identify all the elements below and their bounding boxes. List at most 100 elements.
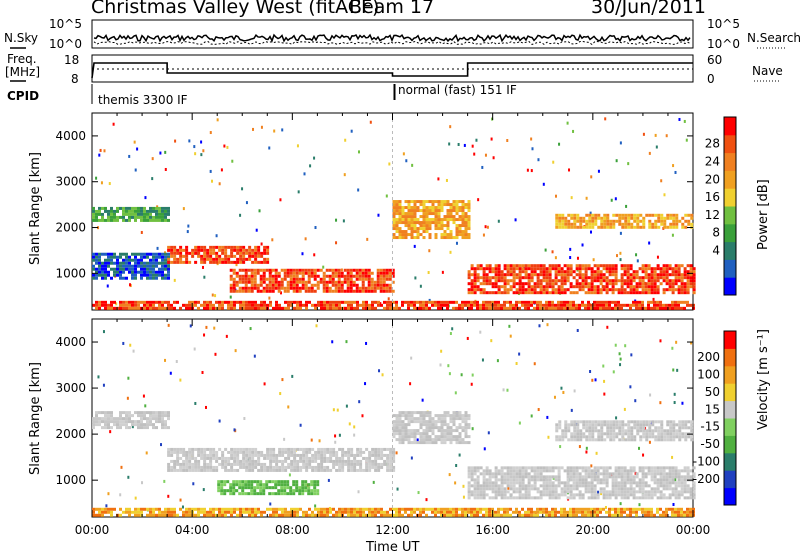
velocity-cell [218,508,221,511]
power-cell [425,304,428,307]
velocity-cell [531,496,534,499]
velocity-cell [552,466,555,469]
velocity-cell [311,511,314,514]
velocity-cell [179,448,182,451]
power-cell [539,307,542,310]
power-cell [599,304,602,307]
power-cell [122,253,125,256]
velocity-cell [242,457,245,460]
power-cell [173,252,176,255]
velocity-cell [262,489,265,492]
velocity-cell [176,514,179,517]
velocity-speckle [547,323,549,326]
power-cell [438,227,441,230]
velocity-speckle [373,481,375,484]
power-cell [564,279,567,282]
velocity-cell [320,448,323,451]
power-cell [435,218,438,221]
velocity-cell [477,493,480,496]
velocity-cell [326,457,329,460]
power-cell [555,276,558,279]
power-cell [167,258,170,261]
velocity-cell [402,429,405,432]
power-cell [431,304,434,307]
power-cell [92,277,95,280]
velocity-cell [307,489,310,492]
velocity-cell [335,469,338,472]
power-cell [528,264,531,267]
power-cell [585,223,588,226]
power-cell [266,284,269,287]
velocity-cell [441,438,444,441]
velocity-cell [507,484,510,487]
power-speckle [151,177,153,180]
velocity-cell [680,508,683,511]
power-cell [393,224,396,227]
power-speckle [187,225,189,228]
power-cell [167,207,170,210]
velocity-cell [302,460,305,463]
power-cell [470,304,473,307]
power-cell [479,307,482,310]
velocity-cell [221,466,224,469]
power-cell [236,258,239,261]
power-cell [152,216,155,219]
power-cell [545,301,548,304]
power-cell [405,236,408,239]
power-colorbar-segment [724,259,736,277]
power-cell [509,307,512,310]
power-speckle [357,188,359,191]
power-cell [426,230,429,233]
velocity-cell [149,417,152,420]
power-cell [507,264,510,267]
power-cell [122,307,125,310]
velocity-cell [458,508,461,511]
power-cell [326,284,329,287]
power-cell [314,269,317,272]
velocity-speckle [107,492,109,495]
power-cell [432,209,435,212]
velocity-cell [185,451,188,454]
power-cell [212,304,215,307]
velocity-cell [474,493,477,496]
power-cell [585,273,588,276]
velocity-cell [669,472,672,475]
power-cell [95,210,98,213]
velocity-cell [516,472,519,475]
power-cell [414,203,417,206]
velocity-cell [314,460,317,463]
power-cell [600,220,603,223]
velocity-cell [455,514,458,517]
power-cell [633,291,636,294]
power-speckle [343,219,345,222]
power-cell [633,276,636,279]
power-speckle [281,128,283,131]
velocity-cell [185,463,188,466]
velocity-cell [456,438,459,441]
velocity-cell [146,411,149,414]
power-cell [158,207,161,210]
velocity-cell [660,472,663,475]
velocity-cell [573,496,576,499]
power-cell [684,282,687,285]
power-cell [242,249,245,252]
velocity-cell [554,514,557,517]
velocity-cell [356,511,359,514]
velocity-cell [161,411,164,414]
velocity-cell [389,469,392,472]
velocity-cell [534,466,537,469]
velocity-cell [251,448,254,451]
velocity-cell [284,448,287,451]
velocity-cell [452,514,455,517]
power-cell [137,213,140,216]
velocity-cell [368,508,371,511]
power-cell [468,224,471,227]
velocity-cell [558,469,561,472]
power-cell [329,278,332,281]
power-cell [152,307,155,310]
velocity-cell [621,466,624,469]
velocity-cell [428,508,431,511]
power-cell [554,304,557,307]
power-cell [585,279,588,282]
velocity-cell [492,475,495,478]
